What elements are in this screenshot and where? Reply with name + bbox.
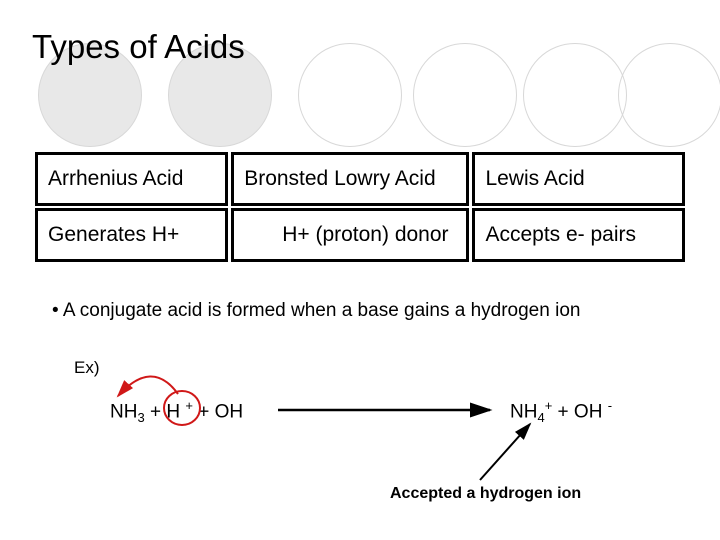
cell-arrhenius-def: Generates H+ (35, 208, 228, 262)
red-curved-arrow-icon (118, 376, 178, 396)
slide-title: Types of Acids (32, 28, 245, 66)
example-label: Ex) (74, 358, 100, 378)
acids-table: Arrhenius Acid Bronsted Lowry Acid Lewis… (32, 150, 688, 264)
equation-right: NH4+ + OH - (510, 398, 612, 425)
bullet-conjugate-acid: • A conjugate acid is formed when a base… (52, 300, 580, 322)
annotation-overlay (0, 0, 720, 540)
caption-accepted-h: Accepted a hydrogen ion (390, 485, 581, 503)
cell-arrhenius-header: Arrhenius Acid (35, 152, 228, 206)
cell-lewis-header: Lewis Acid (472, 152, 685, 206)
cell-bronsted-def: H+ (proton) donor (231, 208, 469, 262)
equation-left: NH3 + H + + OH (110, 398, 243, 425)
cell-bronsted-header: Bronsted Lowry Acid (231, 152, 469, 206)
caption-arrow-icon (480, 424, 530, 480)
cell-lewis-def: Accepts e- pairs (472, 208, 685, 262)
